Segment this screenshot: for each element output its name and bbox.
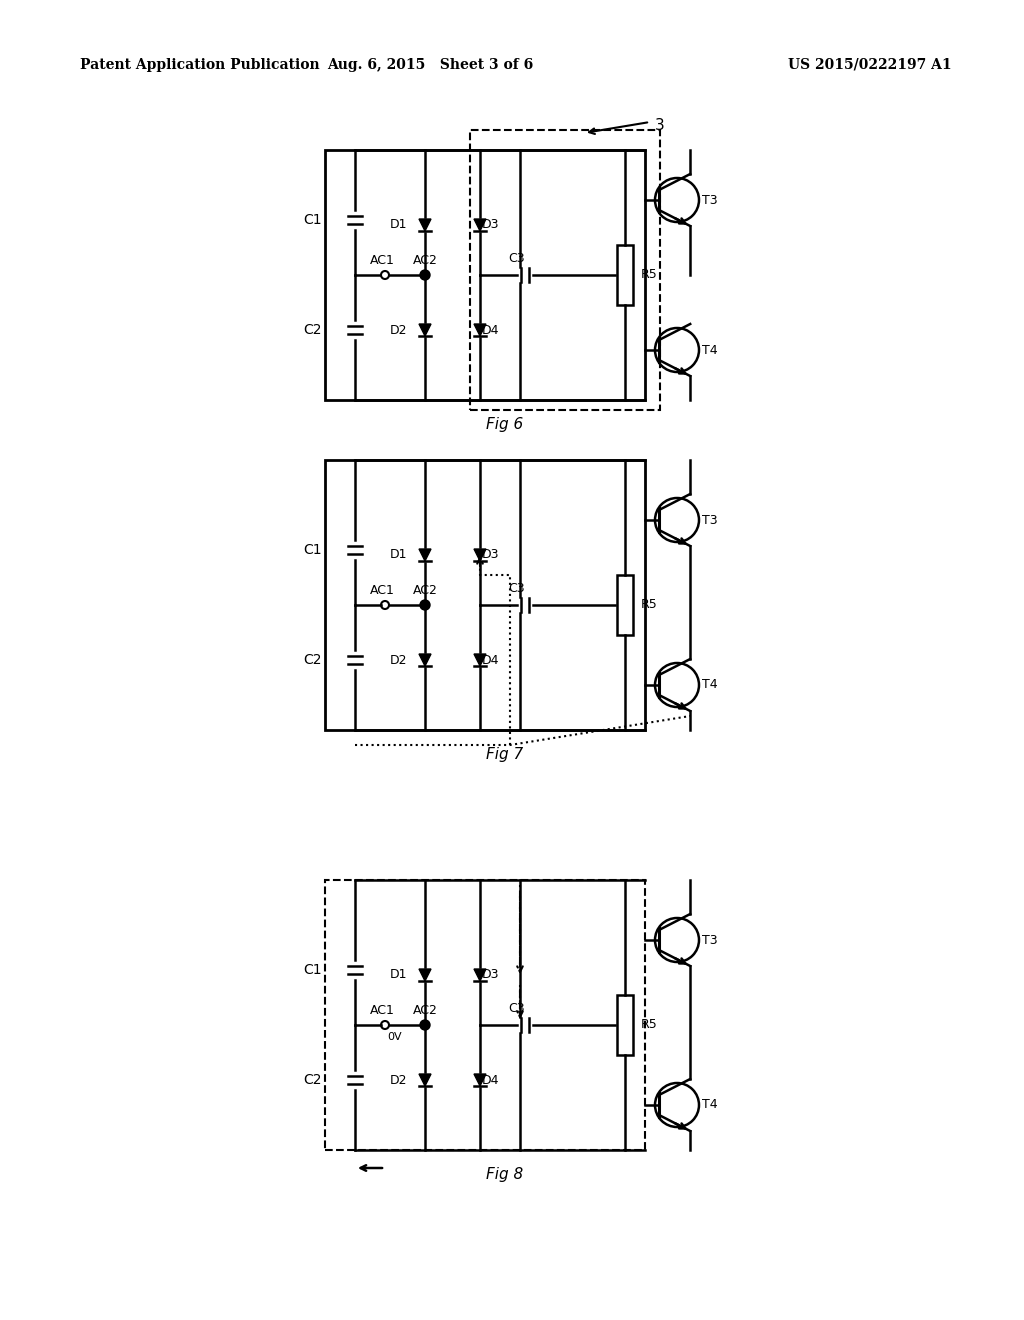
Text: US 2015/0222197 A1: US 2015/0222197 A1 [788,58,952,73]
Text: R5: R5 [641,268,657,281]
Polygon shape [474,653,486,667]
Circle shape [420,1020,430,1030]
Polygon shape [474,219,486,231]
Circle shape [420,601,430,610]
Text: C2: C2 [303,653,322,667]
Text: C3: C3 [509,1002,525,1015]
Text: T3: T3 [702,513,718,527]
Text: D1: D1 [389,219,407,231]
Text: R5: R5 [641,1019,657,1031]
Text: C2: C2 [303,1073,322,1086]
Polygon shape [474,1074,486,1086]
Text: D2: D2 [389,1073,407,1086]
Text: T4: T4 [702,678,718,692]
Text: AC2: AC2 [413,255,437,268]
Text: C3: C3 [509,582,525,595]
Text: 0V: 0V [388,1032,402,1041]
Text: D2: D2 [389,323,407,337]
Text: D4: D4 [482,653,500,667]
Text: D3: D3 [482,549,500,561]
Text: AC1: AC1 [370,1005,394,1018]
Polygon shape [419,549,431,561]
Text: AC2: AC2 [413,1005,437,1018]
Text: 3: 3 [655,117,665,132]
Bar [617,995,633,1055]
Text: T4: T4 [702,343,718,356]
Text: D3: D3 [482,969,500,982]
Text: AC1: AC1 [370,255,394,268]
Text: D4: D4 [482,1073,500,1086]
Text: D1: D1 [389,969,407,982]
Text: T3: T3 [702,194,718,206]
Text: AC1: AC1 [370,585,394,598]
Text: D1: D1 [389,549,407,561]
Text: D4: D4 [482,323,500,337]
Bar [325,150,645,400]
Bar [617,576,633,635]
Text: T3: T3 [702,933,718,946]
Polygon shape [419,969,431,981]
Bar [325,459,645,730]
Polygon shape [474,323,486,337]
Text: T4: T4 [702,1098,718,1111]
Polygon shape [419,1074,431,1086]
Text: Patent Application Publication: Patent Application Publication [80,58,319,73]
Text: Aug. 6, 2015   Sheet 3 of 6: Aug. 6, 2015 Sheet 3 of 6 [327,58,534,73]
Text: Fig 8: Fig 8 [486,1167,523,1183]
Bar [325,880,645,1150]
Polygon shape [419,219,431,231]
Text: Fig 7: Fig 7 [486,747,523,763]
Text: C1: C1 [303,964,322,977]
Polygon shape [474,969,486,981]
Bar [617,246,633,305]
Text: D3: D3 [482,219,500,231]
Polygon shape [474,549,486,561]
Text: C3: C3 [509,252,525,265]
Circle shape [420,271,430,280]
Bar [470,129,660,411]
Text: C1: C1 [303,543,322,557]
Polygon shape [419,323,431,337]
Text: D2: D2 [389,653,407,667]
Text: C2: C2 [303,323,322,337]
Text: Fig 6: Fig 6 [486,417,523,433]
Text: AC2: AC2 [413,585,437,598]
Polygon shape [419,653,431,667]
Text: R5: R5 [641,598,657,611]
Text: C1: C1 [303,213,322,227]
